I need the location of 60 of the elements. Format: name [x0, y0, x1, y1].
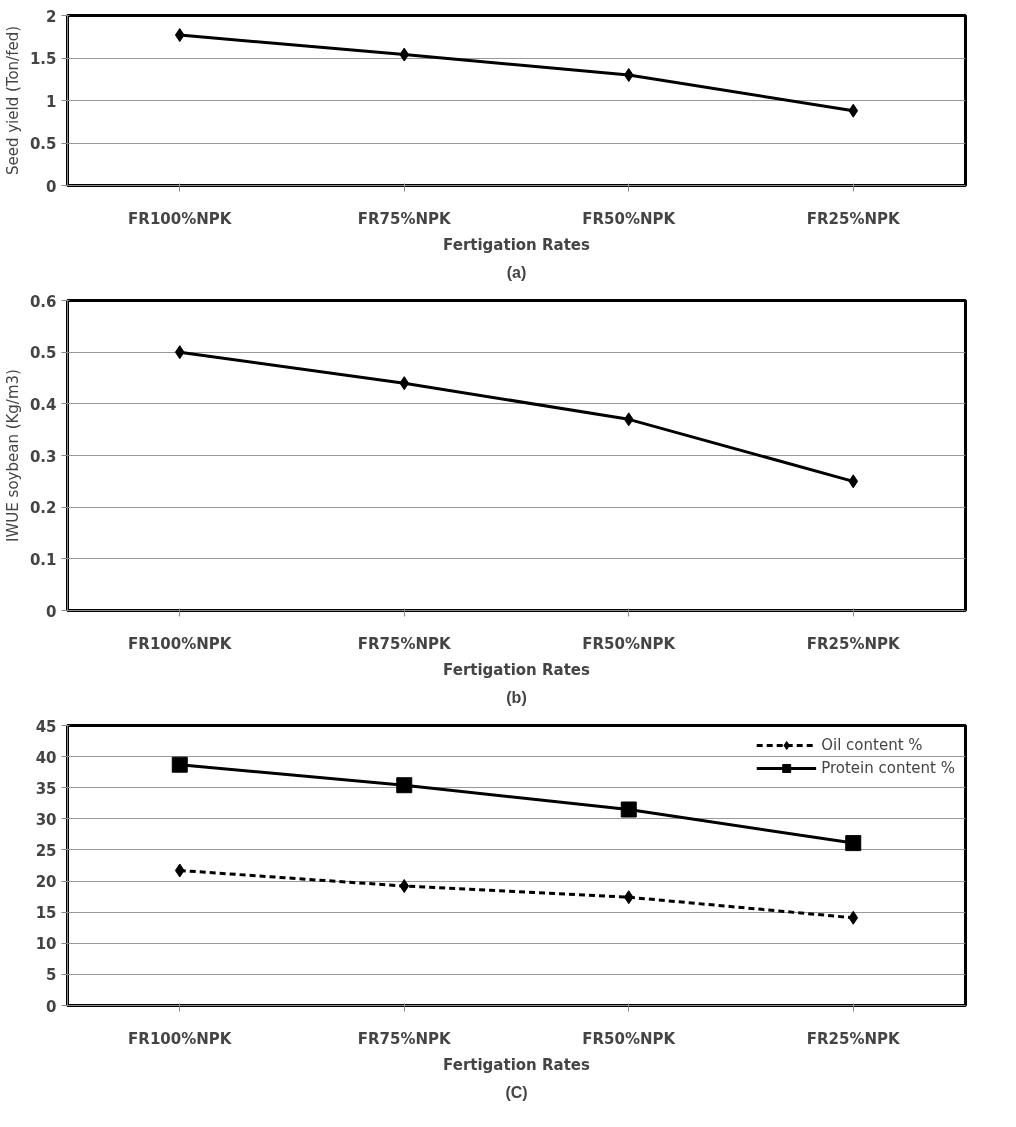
text: (b): [506, 688, 527, 706]
x-axis-title: Fertigation Rates: [443, 235, 590, 254]
y-axis-title: Seed yield (Ton/fed): [3, 25, 22, 176]
x-tick-label: FR25%NPK: [806, 1029, 902, 1048]
x-axis-title: Fertigation Rates: [443, 1055, 590, 1074]
point: [623, 68, 634, 82]
x-tick-label: FR50%NPK: [582, 634, 677, 653]
y-tick-label: 1: [46, 92, 57, 111]
y-tick-label: 2: [46, 7, 57, 26]
y-tick-label: 25: [35, 841, 57, 860]
y-tick-label: 0: [46, 997, 57, 1016]
x-tick-label: FR75%NPK: [357, 209, 453, 228]
legend-label: Protein content %: [821, 759, 955, 777]
y-tick-label: 10: [35, 935, 57, 954]
point: [396, 777, 413, 794]
point: [620, 801, 637, 818]
x-tick-label: FR75%NPK: [357, 634, 453, 653]
y-tick-label: 0.6: [29, 292, 57, 311]
x-tick-label: FR100%NPK: [128, 1029, 233, 1048]
y-axis-title: IWUE soybean (Kg/m3): [3, 369, 22, 542]
point: [399, 879, 410, 894]
y-tick-label: 15: [35, 904, 57, 923]
y-tick-label: 0.4: [29, 395, 57, 414]
y-tick-label: 0: [46, 177, 57, 196]
point: [174, 345, 185, 360]
x-tick-label: FR25%NPK: [806, 209, 902, 228]
point: [174, 863, 185, 878]
point: [845, 835, 862, 852]
y-tick-label: 0.2: [29, 499, 57, 518]
y-tick-label: 35: [35, 779, 57, 798]
y-tick-label: 5: [46, 966, 57, 985]
point: [399, 47, 410, 62]
point: [623, 412, 634, 427]
y-tick-label: 45: [35, 717, 57, 736]
point: [623, 890, 634, 905]
x-tick-label: FR100%NPK: [128, 634, 233, 653]
x-tick-label: FR50%NPK: [582, 1029, 677, 1048]
y-tick-label: 30: [35, 810, 57, 829]
text: (C): [505, 1083, 528, 1101]
x-tick-label: FR25%NPK: [806, 634, 902, 653]
legend-label: Oil content %: [821, 736, 923, 754]
point: [174, 28, 185, 43]
point: [171, 756, 188, 773]
point: [848, 910, 859, 925]
text: (a): [506, 263, 527, 281]
x-tick-label: FR75%NPK: [357, 1029, 453, 1048]
y-tick-label: 40: [35, 748, 57, 767]
y-tick-label: 20: [35, 873, 57, 892]
y-tick-label: 0.1: [29, 550, 57, 569]
point: [848, 474, 859, 489]
y-tick-label: 0.3: [29, 447, 57, 466]
y-tick-label: 0.5: [29, 135, 57, 153]
x-tick-label: FR50%NPK: [582, 209, 677, 228]
y-tick-label: 1.5: [29, 50, 57, 68]
x-tick-label: FR100%NPK: [128, 209, 233, 228]
y-tick-label: 0.5: [29, 344, 57, 363]
point: [848, 103, 859, 118]
point: [399, 376, 410, 391]
y-tick-label: 0: [46, 602, 57, 621]
x-axis-title: Fertigation Rates: [443, 660, 590, 679]
